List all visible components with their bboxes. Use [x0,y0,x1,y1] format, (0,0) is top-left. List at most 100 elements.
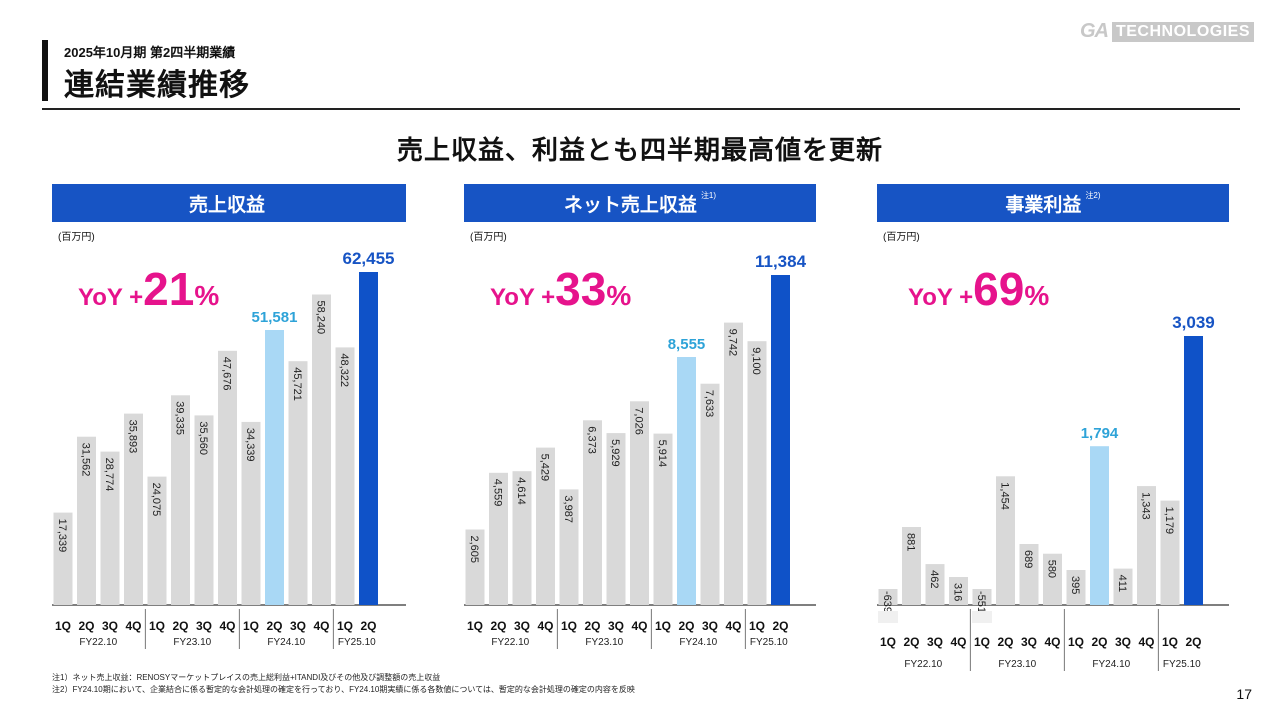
axis-break-mark [878,611,898,623]
fiscal-year-label: FY23.10 [585,637,623,648]
bar-value-label: 51,581 [252,309,298,326]
bar-value-label: 9,100 [750,347,762,375]
bar-value-label: 34,339 [244,428,256,462]
bar-2q-5 [583,420,602,605]
quarter-tick-label: 3Q [1021,635,1037,649]
quarter-tick-label: 2Q [772,619,788,633]
fiscal-year-label: FY22.10 [904,659,942,670]
quarter-tick-label: 1Q [467,619,483,633]
bar-4q-7 [218,350,237,605]
bar-2q-1 [489,472,508,605]
bar-value-label: 9,742 [727,329,739,357]
quarter-tick-label: 1Q [149,619,165,633]
quarter-tick-label: 3Q [514,619,530,633]
bar-1q-12 [335,347,355,605]
bar-4q-11 [1137,486,1156,605]
bar-4q-3 [124,413,143,605]
bar-value-label: 316 [952,583,964,601]
bar-2q-13 [359,272,378,605]
company-logo: GA TECHNOLOGIES [1080,20,1254,43]
fiscal-year-label: FY23.10 [998,659,1036,670]
bar-value-label: 1,454 [999,482,1011,510]
bar-3q-6 [606,433,626,605]
bar-2q-1 [77,436,96,605]
quarter-tick-label: 4Q [1044,635,1060,649]
quarter-tick-label: 3Q [927,635,943,649]
axis-break-mark [972,611,992,623]
bar-3q-2 [925,564,945,605]
yoy-value: 33 [555,263,607,315]
bar-value-label: 48,322 [338,353,350,387]
unit-label: (百万円) [470,232,507,243]
fiscal-year-label: FY25.10 [338,637,376,648]
bar-1q-8 [1066,570,1086,605]
bar-value-label: 8,555 [668,336,706,353]
bar-value-label: 47,676 [221,357,233,391]
bar-3q-2 [100,451,120,605]
bar-value-label: 4,614 [515,477,527,505]
quarter-tick-label: 1Q [749,619,765,633]
bar-1q-0 [878,589,898,605]
bar-1q-4 [972,589,992,605]
quarter-tick-label: 2Q [1185,635,1201,649]
quarter-tick-label: 2Q [584,619,600,633]
fiscal-year-label: FY24.10 [1092,659,1130,670]
unit-label: (百万円) [883,232,920,243]
quarter-tick-label: 2Q [172,619,188,633]
quarter-tick-label: 4Q [313,619,329,633]
quarter-tick-label: 1Q [243,619,259,633]
quarter-tick-label: 2Q [678,619,694,633]
bar-value-label: -551 [975,591,987,613]
quarter-tick-label: 3Q [1115,635,1131,649]
fiscal-year-label: FY25.10 [1163,659,1201,670]
quarter-tick-label: 3Q [702,619,718,633]
footnotes: 注1）ネット売上収益：RENOSYマーケットプレイスの売上総利益+ITANDI及… [52,672,635,696]
yoy-value: 69 [973,263,1025,315]
footnote-1: 注1）ネット売上収益：RENOSYマーケットプレイスの売上総利益+ITANDI及… [52,673,441,682]
quarter-tick-label: 4Q [219,619,235,633]
quarter-tick-label: 1Q [880,635,896,649]
bar-value-label: 35,893 [127,420,139,454]
yoy-business-profit: YoY +69% [908,262,1049,316]
bar-value-label: 462 [928,570,940,588]
bar-value-label: 580 [1046,560,1058,578]
bar-value-label: 1,343 [1140,492,1152,520]
bar-2q-1 [902,527,921,605]
fiscal-year-label: FY23.10 [173,637,211,648]
bar-4q-11 [724,322,743,605]
panel-note-mark: 注1) [700,190,717,200]
header-divider [42,108,1240,110]
bar-value-label: 5,429 [539,454,551,482]
quarter-tick-label: 4Q [725,619,741,633]
quarter-tick-label: 4Q [950,635,966,649]
yoy-prefix: YoY + [490,284,556,311]
bar-2q-5 [996,476,1015,605]
fiscal-year-label: FY25.10 [750,637,788,648]
bar-3q-10 [700,383,720,605]
panel-title: ネット売上収益 [563,194,697,216]
slide-headline: 売上収益、利益とも四半期最高値を更新 [396,135,883,165]
yoy-prefix: YoY + [78,284,144,311]
quarter-tick-label: 1Q [337,619,353,633]
bar-value-label: 1,794 [1081,425,1119,442]
yoy-revenue: YoY +21% [78,262,219,316]
bar-3q-6 [1019,544,1039,605]
bar-1q-8 [241,421,261,605]
bar-4q-7 [1043,553,1062,605]
bar-value-label: 411 [1116,575,1128,593]
quarter-tick-label: 2Q [78,619,94,633]
panel-header-business-profit: 事業利益 注2) [877,184,1229,222]
bar-2q-9 [265,330,284,605]
panel-title: 売上収益 [188,194,265,216]
bar-1q-8 [653,433,673,605]
quarter-tick-label: 4Q [631,619,647,633]
quarter-tick-label: 2Q [1091,635,1107,649]
yoy-suffix: % [194,280,220,311]
bar-value-label: 1,179 [1163,507,1175,535]
fiscal-year-label: FY24.10 [679,637,717,648]
bar-value-label: 17,339 [56,519,68,553]
page-number: 17 [1236,686,1252,702]
fiscal-year-label: FY24.10 [267,637,305,648]
bar-1q-4 [147,476,167,605]
